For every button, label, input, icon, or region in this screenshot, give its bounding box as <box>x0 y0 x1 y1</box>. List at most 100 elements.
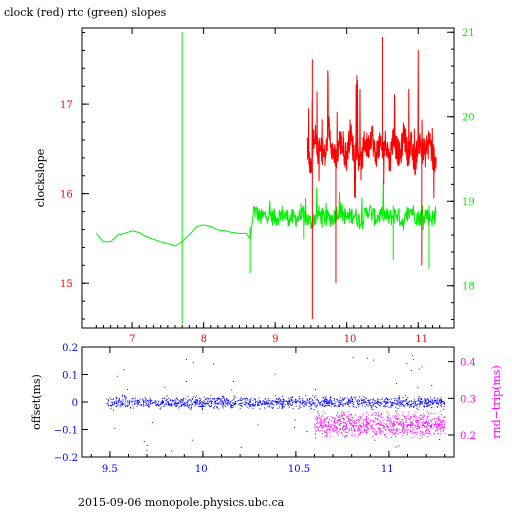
roundtrip-point <box>327 424 329 426</box>
offset-point <box>321 404 323 406</box>
roundtrip-point <box>373 428 375 430</box>
roundtrip-point <box>414 427 416 429</box>
offset-point <box>180 401 182 403</box>
offset-point <box>268 400 270 402</box>
offset-point <box>300 399 302 401</box>
offset-point <box>359 400 361 402</box>
roundtrip-point <box>418 422 420 424</box>
roundtrip-point <box>426 420 428 422</box>
offset-point <box>329 403 331 405</box>
roundtrip-point <box>424 415 426 417</box>
offset-point <box>324 402 326 404</box>
roundtrip-point <box>346 434 348 436</box>
roundtrip-point <box>400 424 402 426</box>
top-y-left-tick-label: 16 <box>60 190 73 201</box>
roundtrip-point <box>343 411 345 413</box>
roundtrip-point <box>416 416 418 418</box>
roundtrip-point <box>390 429 392 431</box>
roundtrip-point <box>377 414 379 416</box>
offset-point <box>316 398 318 400</box>
roundtrip-point <box>380 429 382 431</box>
roundtrip-point <box>325 425 327 427</box>
offset-point <box>272 407 274 409</box>
offset-point <box>425 405 427 407</box>
offset-point <box>407 397 409 399</box>
offset-point <box>260 402 262 404</box>
offset-point <box>240 404 242 406</box>
offset-point <box>411 355 413 357</box>
offset-point <box>385 402 387 404</box>
offset-point <box>402 403 404 405</box>
offset-point <box>427 398 429 400</box>
offset-point <box>340 403 342 405</box>
roundtrip-point <box>327 423 329 425</box>
roundtrip-point <box>316 422 318 424</box>
offset-point <box>187 406 189 408</box>
offset-point <box>432 403 434 405</box>
roundtrip-point <box>334 427 336 429</box>
offset-point <box>248 407 250 409</box>
roundtrip-point <box>335 426 337 428</box>
roundtrip-point <box>401 420 403 422</box>
roundtrip-point <box>415 425 417 427</box>
offset-point <box>399 401 401 403</box>
offset-point <box>384 406 386 408</box>
roundtrip-point <box>385 423 387 425</box>
offset-point <box>311 408 313 410</box>
offset-point <box>322 397 324 399</box>
roundtrip-point <box>380 422 382 424</box>
roundtrip-point <box>354 433 356 435</box>
roundtrip-point <box>367 426 369 428</box>
offset-point <box>421 398 423 400</box>
roundtrip-point <box>403 432 405 434</box>
offset-point <box>220 398 222 400</box>
offset-point <box>280 400 282 402</box>
offset-point <box>278 406 280 408</box>
roundtrip-point <box>415 434 417 436</box>
offset-point <box>392 402 394 404</box>
offset-point <box>144 399 146 401</box>
offset-point <box>145 401 147 403</box>
offset-point <box>110 398 112 400</box>
roundtrip-point <box>422 434 424 436</box>
offset-point <box>291 397 293 399</box>
roundtrip-point <box>366 422 368 424</box>
roundtrip-point <box>430 420 432 422</box>
offset-point <box>367 400 369 402</box>
offset-point <box>240 446 242 448</box>
offset-point <box>349 400 351 402</box>
roundtrip-point <box>412 429 414 431</box>
offset-point <box>162 401 164 403</box>
offset-point <box>114 403 116 405</box>
offset-point <box>310 406 312 408</box>
offset-point <box>266 403 268 405</box>
roundtrip-point <box>422 424 424 426</box>
offset-point <box>325 404 327 406</box>
offset-point <box>359 403 361 405</box>
offset-point <box>214 402 216 404</box>
roundtrip-point <box>408 424 410 426</box>
offset-point <box>372 405 374 407</box>
roundtrip-point <box>436 418 438 420</box>
offset-point <box>239 399 241 401</box>
roundtrip-point <box>398 418 400 420</box>
offset-point <box>318 400 320 402</box>
offset-point <box>262 400 264 402</box>
roundtrip-point <box>318 415 320 417</box>
offset-point <box>279 400 281 402</box>
offset-point <box>258 397 260 399</box>
offset-point <box>308 406 310 408</box>
roundtrip-point <box>331 430 333 432</box>
roundtrip-point <box>366 419 368 421</box>
roundtrip-point <box>386 411 388 413</box>
offset-point <box>438 404 440 406</box>
offset-point <box>405 399 407 401</box>
offset-point <box>406 402 408 404</box>
offset-point <box>279 398 281 400</box>
offset-point <box>392 401 394 403</box>
roundtrip-point <box>364 419 366 421</box>
offset-point <box>418 406 420 408</box>
roundtrip-point <box>361 422 363 424</box>
offset-point <box>387 398 389 400</box>
offset-point <box>120 404 122 406</box>
